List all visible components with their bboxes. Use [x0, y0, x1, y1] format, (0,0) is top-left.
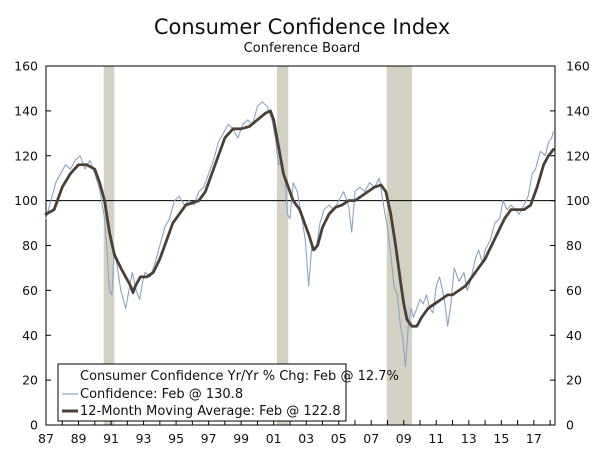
chart-subtitle: Conference Board — [244, 41, 361, 56]
x-tick-label-93: 93 — [136, 431, 152, 446]
recession-band-1 — [103, 66, 115, 425]
x-tick-label-15: 15 — [493, 431, 509, 446]
legend: Consumer Confidence Yr/Yr % Chg: Feb @ 1… — [57, 363, 399, 422]
series-line-confidence — [45, 101, 554, 368]
x-tick-label-07: 07 — [363, 431, 379, 446]
x-tick-label-89: 89 — [71, 431, 87, 446]
y-tick-label-right-140: 140 — [566, 103, 590, 118]
x-tick-label-13: 13 — [461, 431, 477, 446]
x-axis-ticks: 87 89 91 93 95 97 99 01 03 05 07 09 11 13 15 17 — [38, 420, 551, 446]
x-tick-label-17: 17 — [526, 431, 542, 446]
y-tick-label-right-100: 100 — [566, 193, 590, 208]
legend-label-moving-average: 12-Month Moving Average: Feb @ 122.8 — [80, 404, 341, 419]
legend-box — [57, 363, 347, 422]
chart-title: Consumer Confidence Index — [154, 15, 450, 39]
x-tick-label-09: 09 — [396, 431, 412, 446]
recession-band-3 — [386, 66, 412, 425]
x-tick-label-99: 99 — [233, 431, 249, 446]
x-tick-label-95: 95 — [168, 431, 184, 446]
y-tick-label-left-100: 100 — [14, 193, 38, 208]
y-tick-label-left-160: 160 — [14, 59, 38, 74]
y-tick-label-right-20: 20 — [566, 373, 582, 388]
recession-band-2 — [276, 66, 289, 425]
y-axis-ticks: 0 0 20 20 40 40 60 60 80 80 100 100 120 120 140 140 160 1… — [14, 59, 590, 433]
y-tick-label-left-40: 40 — [22, 328, 38, 343]
y-tick-label-left-20: 20 — [22, 373, 38, 388]
y-tick-label-right-40: 40 — [566, 328, 582, 343]
recession-bands — [103, 66, 412, 425]
x-tick-label-97: 97 — [201, 431, 217, 446]
legend-label-yoy: Consumer Confidence Yr/Yr % Chg: Feb @ 1… — [80, 369, 399, 384]
series-layer — [44, 101, 555, 368]
x-tick-label-11: 11 — [428, 431, 444, 446]
x-tick-label-87: 87 — [38, 431, 54, 446]
y-tick-label-left-120: 120 — [14, 148, 38, 163]
y-tick-label-right-60: 60 — [566, 283, 582, 298]
x-tick-label-91: 91 — [103, 431, 119, 446]
y-tick-label-left-60: 60 — [22, 283, 38, 298]
y-tick-label-right-80: 80 — [566, 238, 582, 253]
y-tick-label-left-140: 140 — [14, 103, 38, 118]
y-tick-label-right-160: 160 — [566, 59, 590, 74]
y-tick-label-left-80: 80 — [22, 238, 38, 253]
y-tick-label-right-120: 120 — [566, 148, 590, 163]
series-line-moving-average — [44, 109, 555, 328]
x-tick-label-05: 05 — [331, 431, 347, 446]
legend-label-confidence: Confidence: Feb @ 130.8 — [80, 387, 243, 402]
x-tick-label-03: 03 — [298, 431, 314, 446]
y-tick-label-right-0: 0 — [566, 418, 574, 433]
x-tick-label-01: 01 — [266, 431, 282, 446]
y-tick-label-left-0: 0 — [30, 418, 38, 433]
